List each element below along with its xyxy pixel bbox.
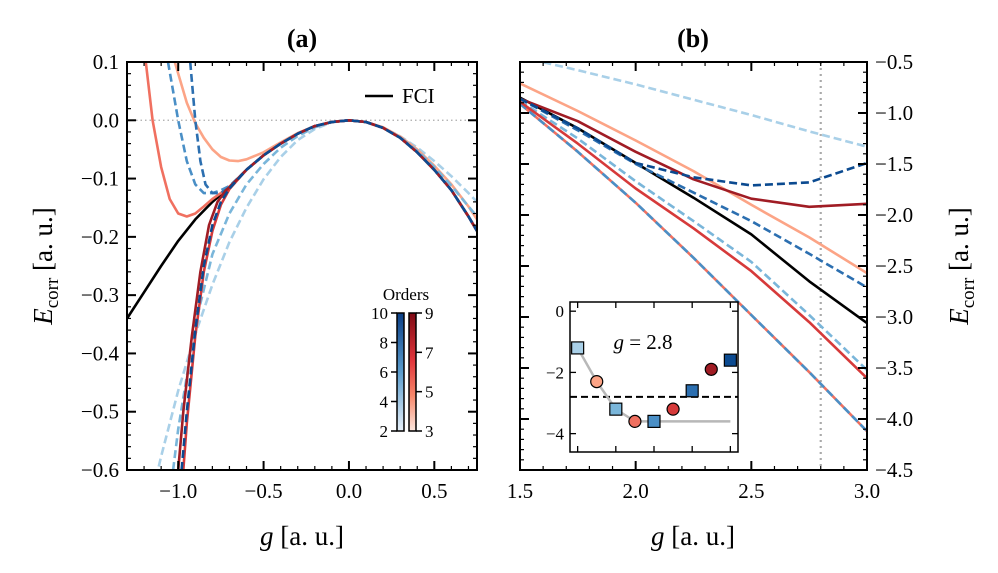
inset-annotation-var: g xyxy=(613,330,624,354)
ylabel-space xyxy=(944,271,974,278)
y-tick-label: −0.4 xyxy=(81,341,120,365)
inset-point-order-5 xyxy=(628,414,642,428)
series-order-10 xyxy=(520,97,867,187)
inset-y-tick-label: −4 xyxy=(546,425,565,444)
colorbar-even-tick-label: 2 xyxy=(380,422,389,441)
y-tick-label: −0.2 xyxy=(81,225,119,249)
inset-point-order-7 xyxy=(666,402,680,416)
y-tick-label: 0.0 xyxy=(93,108,119,132)
y-tick-label: −1.5 xyxy=(875,152,913,176)
xlabel-space xyxy=(274,521,281,551)
panel-b-title: (b) xyxy=(677,24,709,53)
colorbar-title: Orders xyxy=(383,285,429,304)
y-tick-label: −0.3 xyxy=(81,283,119,307)
panel-a-xlabel: g [a. u.] xyxy=(260,521,344,551)
xlabel-var: g xyxy=(651,521,665,551)
inset-point-order-10 xyxy=(723,353,737,367)
y-tick-label: −3.0 xyxy=(875,305,913,329)
x-tick-label: −1.0 xyxy=(159,479,197,503)
x-tick-label: 3.0 xyxy=(854,479,880,503)
colorbar-odd-tick-label: 3 xyxy=(425,422,434,441)
y-tick-label: −2.5 xyxy=(875,254,913,278)
xlabel-space xyxy=(665,521,672,551)
colorbar-even xyxy=(396,312,405,432)
xlabel-unit: [a. u.] xyxy=(280,521,344,551)
ylabel-var: E xyxy=(28,308,58,326)
ticks: 1.5 2.0 2.5 3.0 −0.5 −1.0 −1.5 −2.0 −2.5 −3.0 −3.5… xyxy=(507,50,913,503)
x-tick-label: 0.0 xyxy=(336,479,362,503)
inset-annotation-value: 2.8 xyxy=(646,330,672,354)
inset-y-tick-label: −2 xyxy=(546,363,564,382)
series-order-3 xyxy=(520,82,867,275)
x-tick-label: −0.5 xyxy=(245,479,283,503)
ylabel-unit: [a. u.] xyxy=(28,207,58,271)
xlabel-var: g xyxy=(260,521,274,551)
inset-point-order-8 xyxy=(685,384,699,398)
panel-a-title: (a) xyxy=(287,24,317,53)
colorbar-odd-tick-label: 9 xyxy=(425,304,434,323)
inset-point-order-4 xyxy=(609,402,623,416)
y-tick-label: −0.1 xyxy=(81,167,119,191)
series-order-9 xyxy=(520,97,867,209)
x-tick-label: 2.0 xyxy=(623,479,649,503)
ylabel-sub: corr xyxy=(42,277,63,308)
colorbar-even-tick-label: 8 xyxy=(380,334,389,353)
series-order-8 xyxy=(520,97,867,289)
ylabel-unit: [a. u.] xyxy=(944,207,974,271)
inset-y-tick-label: 0 xyxy=(556,302,565,321)
ylabel-sub: corr xyxy=(958,277,979,308)
colorbar-even-tick-label: 4 xyxy=(380,393,389,412)
ylabel-space xyxy=(28,271,58,278)
y-tick-label: −0.5 xyxy=(81,400,119,424)
panel-b: 1.5 2.0 2.5 3.0 −0.5 −1.0 −1.5 −2.0 −2.5 −3.0 −3.5… xyxy=(507,50,913,503)
colorbar: Orders 10 8 6 4 2 9 7 5 3 xyxy=(371,285,434,441)
series-group xyxy=(127,62,477,470)
colorbar-even-tick-label: 6 xyxy=(380,363,389,382)
colorbar-odd-tick-label: 5 xyxy=(425,383,434,402)
y-tick-label: −0.6 xyxy=(81,458,119,482)
inset-point-order-6 xyxy=(647,414,661,428)
inset-point-order-3 xyxy=(590,374,604,389)
series-order-4 xyxy=(520,99,867,371)
inset-point-order-9 xyxy=(704,362,718,376)
series-order-6 xyxy=(520,102,867,433)
panel-a-ylabel: Ecorr [a. u.] xyxy=(28,207,63,326)
axes-frame xyxy=(126,61,478,471)
series-order-4 xyxy=(171,119,477,470)
y-tick-label: −4.0 xyxy=(875,407,913,431)
y-tick-label: −3.5 xyxy=(875,356,913,380)
y-tick-label: −4.5 xyxy=(875,458,913,482)
x-tick-label: 2.5 xyxy=(738,479,764,503)
x-tick-label: 1.5 xyxy=(507,479,533,503)
y-tick-label: −2.0 xyxy=(875,203,913,227)
y-tick-label: −1.0 xyxy=(875,101,913,125)
series-order-7 xyxy=(520,100,867,380)
x-tick-label: 0.5 xyxy=(421,479,447,503)
inset-annotation: g = 2.8 xyxy=(613,330,672,354)
panel-b-xlabel: g [a. u.] xyxy=(651,521,735,551)
series-order-7 xyxy=(182,119,477,470)
legend: FCI xyxy=(365,84,435,108)
series-group xyxy=(520,62,867,433)
axes-frame xyxy=(519,61,868,471)
colorbar-odd xyxy=(408,312,417,432)
series-fci xyxy=(520,96,867,325)
inset-annotation-equals: = xyxy=(624,330,646,354)
inset-chart: 0 −2 −4 g = 2.8 xyxy=(546,301,739,453)
ylabel-var: E xyxy=(944,308,974,326)
legend-fci-label: FCI xyxy=(402,84,435,108)
panel-b-ylabel: Ecorr [a. u.] xyxy=(944,207,979,326)
panel-a: −1.0 −0.5 0.0 0.5 0.1 0.0 −0.1 −0.2 −0.3 −0.4 −0.5… xyxy=(81,50,478,503)
y-tick-label: 0.1 xyxy=(93,50,119,74)
xlabel-unit: [a. u.] xyxy=(671,521,735,551)
series-order-2 xyxy=(156,119,477,470)
y-tick-label: −0.5 xyxy=(875,50,913,74)
colorbar-odd-tick-label: 7 xyxy=(425,343,434,362)
colorbar-even-tick-label: 10 xyxy=(371,304,388,323)
inset-point-order-2 xyxy=(571,341,585,355)
series-order-9 xyxy=(176,119,477,470)
ticks: −1.0 −0.5 0.0 0.5 0.1 0.0 −0.1 −0.2 −0.3 −0.4 −0.5… xyxy=(81,50,477,503)
series-order-10 xyxy=(180,119,477,470)
